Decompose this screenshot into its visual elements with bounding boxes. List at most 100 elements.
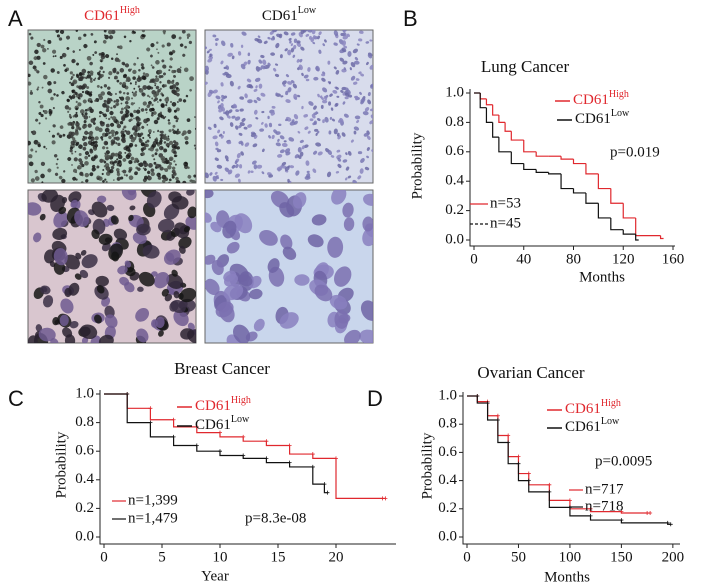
cell <box>102 180 105 183</box>
cell <box>355 78 360 81</box>
cell <box>134 144 138 147</box>
cell <box>272 30 278 33</box>
cell <box>279 149 285 154</box>
cell <box>334 309 349 329</box>
cell <box>219 116 224 121</box>
cell <box>28 335 38 343</box>
cell <box>301 72 304 77</box>
cell <box>67 122 71 126</box>
cell <box>213 123 217 129</box>
cell <box>347 51 352 57</box>
cell <box>43 38 46 42</box>
cell <box>98 334 114 343</box>
cell <box>181 30 186 34</box>
cell <box>32 65 37 70</box>
cell <box>128 175 134 181</box>
cell <box>268 174 273 178</box>
cell <box>100 86 103 89</box>
cell <box>145 73 150 78</box>
cell <box>367 99 372 105</box>
cell <box>34 169 38 174</box>
cell <box>112 161 115 165</box>
cell <box>100 60 103 63</box>
cell <box>244 142 250 147</box>
label-superscript: High <box>120 5 140 16</box>
cell <box>336 95 340 98</box>
cell <box>313 105 317 110</box>
cell <box>137 132 140 135</box>
cell <box>322 43 326 47</box>
cell <box>161 288 169 297</box>
cell <box>30 90 33 93</box>
cell <box>212 34 217 38</box>
cell <box>205 190 214 199</box>
cell <box>69 146 74 150</box>
cell <box>130 68 133 71</box>
cell <box>98 127 103 133</box>
cell <box>316 130 320 134</box>
cell <box>146 94 150 98</box>
cell <box>366 147 370 151</box>
cell <box>292 83 297 89</box>
cell <box>168 162 173 166</box>
cell <box>141 34 145 37</box>
cell <box>28 81 32 86</box>
cell <box>367 53 373 59</box>
cell <box>115 102 120 107</box>
cell <box>275 63 279 66</box>
cell <box>90 335 102 343</box>
cell <box>155 141 159 145</box>
cell <box>343 45 348 49</box>
cell <box>84 130 89 135</box>
cell <box>89 172 94 177</box>
cell <box>343 113 349 118</box>
cell <box>298 64 303 71</box>
cell <box>68 114 72 118</box>
cell <box>159 98 162 102</box>
cell <box>133 131 138 136</box>
histology-image <box>27 189 197 344</box>
cell <box>95 144 98 147</box>
km-step <box>492 122 499 138</box>
cell <box>113 179 115 181</box>
cell <box>370 114 373 120</box>
cell <box>44 249 56 264</box>
cell <box>40 161 46 166</box>
km-step <box>173 419 197 428</box>
cell <box>194 116 196 118</box>
cell <box>122 81 127 86</box>
cell <box>176 146 180 150</box>
cell <box>293 113 299 120</box>
cell <box>234 116 241 121</box>
cell <box>290 43 294 47</box>
cell <box>156 41 159 44</box>
cell <box>344 329 361 343</box>
cell <box>102 70 105 74</box>
cell <box>352 81 358 85</box>
cell <box>56 94 59 97</box>
cell <box>293 38 298 44</box>
cell <box>166 96 169 100</box>
cell <box>84 112 88 116</box>
cell <box>301 145 306 150</box>
cell <box>155 163 160 169</box>
cell <box>155 85 160 90</box>
cell <box>247 99 253 104</box>
cell <box>66 35 70 40</box>
cell <box>306 170 310 174</box>
cell <box>342 35 349 40</box>
cell <box>328 81 331 85</box>
cell <box>58 37 63 41</box>
cell <box>70 140 75 145</box>
cell <box>284 148 291 154</box>
cell <box>159 139 163 143</box>
cell <box>343 87 349 92</box>
cell <box>360 300 373 321</box>
cell <box>278 123 282 127</box>
cell <box>138 68 141 72</box>
cell <box>91 167 96 172</box>
cell <box>120 102 123 105</box>
cell <box>28 202 42 216</box>
cell <box>354 57 359 61</box>
cell <box>75 100 78 104</box>
